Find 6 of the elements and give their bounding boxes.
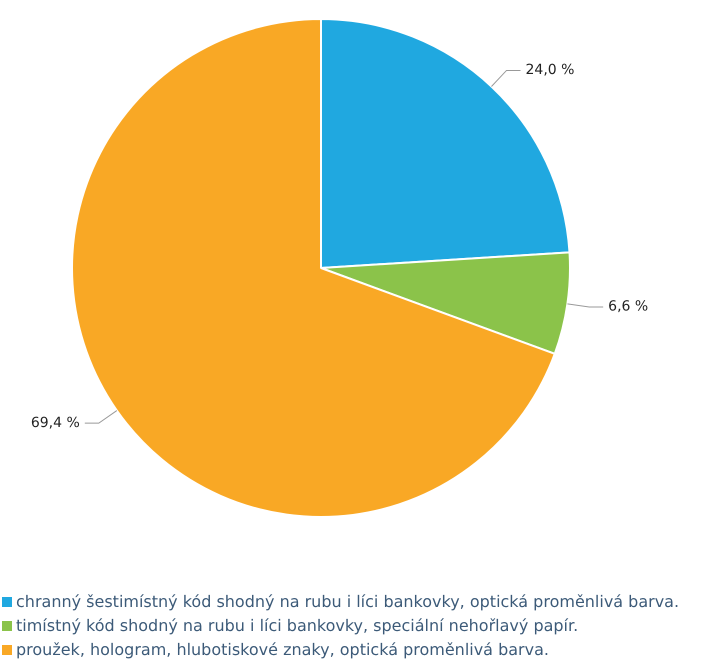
data-label: 24,0 % <box>526 62 574 78</box>
legend-label: proužek, hologram, hlubotiskové znaky, optická proměnlivá barva. <box>16 639 549 661</box>
legend-label: chranný šestimístný kód shodný na rubu i líci bankovky, optická proměnlivá barva. <box>16 591 680 613</box>
data-label: 6,6 % <box>608 298 648 315</box>
data-label: 69,4 % <box>30 414 80 431</box>
legend-label: timístný kód shodný na rubu i líci bankovky, speciální nehořlavý papír. <box>16 615 578 637</box>
